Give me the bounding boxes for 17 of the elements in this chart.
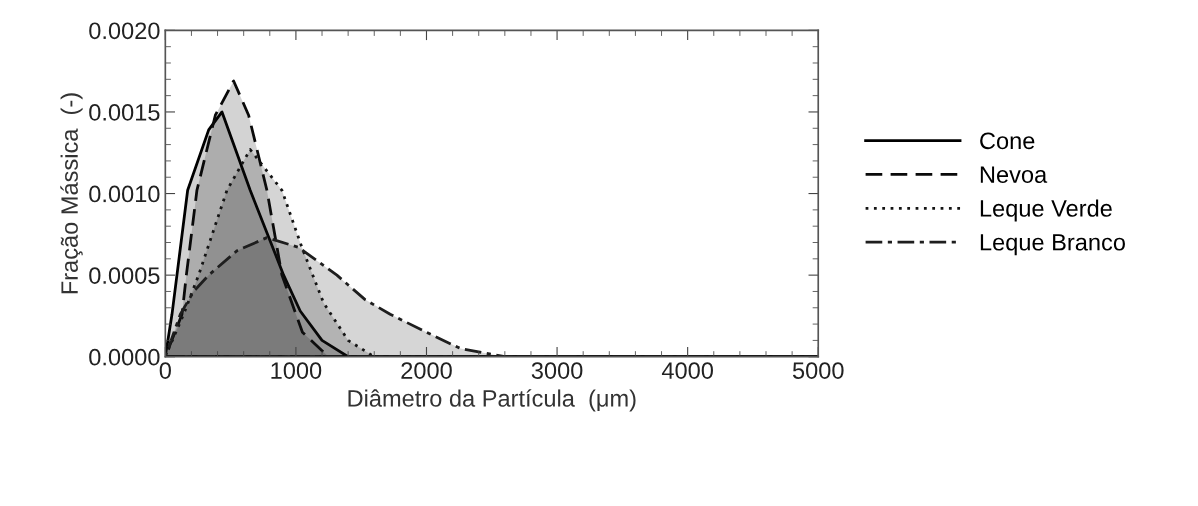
- x-tick-label: 3000: [531, 362, 583, 379]
- y-tick-label: 0.0000: [89, 348, 160, 366]
- legend-label: Cone: [980, 132, 1035, 150]
- y-tick-label: 0.0020: [89, 22, 160, 40]
- legend-label: Leque Verde: [980, 199, 1112, 222]
- x-tick-label: 5000: [792, 362, 844, 379]
- y-tick-label: 0.0010: [89, 185, 160, 203]
- y-tick-label: 0.0005: [89, 267, 160, 284]
- legend-label: Leque Branco: [980, 234, 1125, 256]
- x-tick-label: 1000: [271, 362, 322, 379]
- x-tick-label: 0: [159, 362, 171, 379]
- x-axis-title: Diâmetro da Partícula (μm): [348, 389, 636, 412]
- y-axis-title: Fração Mássica (-): [60, 93, 83, 294]
- legend-label: Nevoa: [980, 166, 1048, 183]
- x-tick-label: 2000: [401, 362, 452, 379]
- y-tick-label: 0.0015: [89, 104, 160, 121]
- x-tick-label: 4000: [661, 362, 713, 379]
